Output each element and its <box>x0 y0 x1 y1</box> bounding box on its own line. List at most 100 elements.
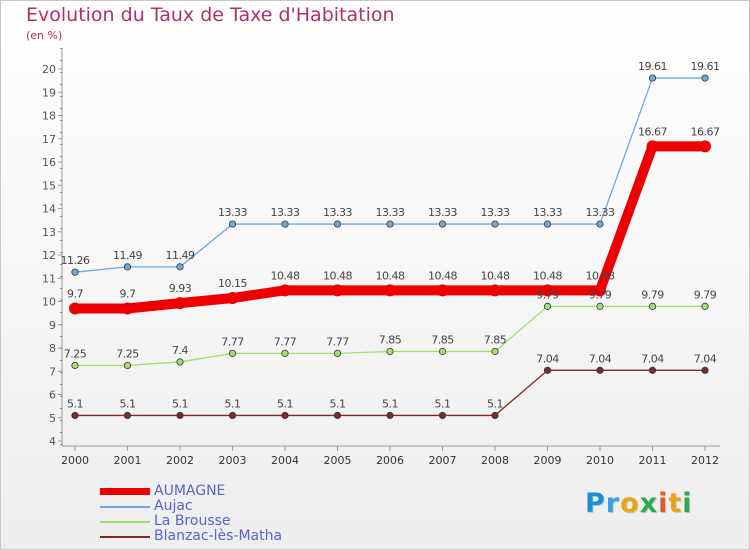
y-tick-label: 19 <box>42 86 56 99</box>
data-point-aujac <box>333 220 342 228</box>
data-point-la-brousse <box>281 349 289 357</box>
data-point-la-brousse <box>123 361 132 370</box>
data-point-blanzac-les-matha <box>701 366 709 374</box>
legend-swatch-aujac <box>100 506 150 508</box>
data-point-aujac <box>596 220 604 228</box>
proxiti-logo-letter: x <box>639 488 659 519</box>
data-point-aumagne <box>331 284 344 297</box>
x-tick-label: 2011 <box>639 454 667 467</box>
x-tick-label: 2007 <box>429 454 457 467</box>
data-point-la-brousse <box>491 347 499 356</box>
x-tick-label: 2001 <box>114 454 142 467</box>
data-point-aumagne <box>174 297 186 310</box>
legend-swatch-la-brousse <box>100 521 150 523</box>
data-point-blanzac-les-matha <box>386 411 394 420</box>
data-label-aujac: 13.33 <box>323 206 352 219</box>
data-label-blanzac-les-matha: 5.1 <box>120 397 136 410</box>
data-point-blanzac-les-matha <box>176 411 184 420</box>
data-point-blanzac-les-matha <box>228 411 237 420</box>
data-point-blanzac-les-matha <box>71 411 79 420</box>
proxiti-logo-letter: i <box>658 488 669 519</box>
data-point-la-brousse <box>648 302 657 310</box>
data-point-blanzac-les-matha <box>281 411 289 420</box>
x-tick-label: 2009 <box>534 454 562 467</box>
data-label-aumagne: 10.48 <box>376 269 405 282</box>
data-label-la-brousse: 7.25 <box>116 347 139 360</box>
data-label-aujac: 11.26 <box>61 254 90 267</box>
proxiti-logo-letter: o <box>620 488 640 519</box>
data-label-aujac: 11.49 <box>166 249 195 262</box>
y-tick-label: 14 <box>42 203 56 216</box>
y-tick-label: 11 <box>42 272 56 285</box>
data-point-aujac <box>648 74 657 82</box>
data-point-la-brousse <box>228 349 237 357</box>
data-point-blanzac-les-matha <box>596 366 604 374</box>
data-label-blanzac-les-matha: 5.1 <box>172 397 188 410</box>
data-label-aujac: 11.49 <box>113 249 142 262</box>
data-label-aumagne: 10.48 <box>533 269 562 282</box>
y-tick-label: 6 <box>49 389 56 402</box>
series-line-aujac <box>74 77 706 273</box>
data-label-aumagne: 16.67 <box>691 125 720 138</box>
x-tick-label: 2003 <box>219 454 247 467</box>
y-tick-label: 18 <box>42 110 56 123</box>
data-point-aujac <box>438 220 447 228</box>
data-point-aumagne <box>541 284 554 297</box>
data-label-la-brousse: 7.25 <box>64 347 87 360</box>
chart-title: Evolution du Taux de Taxe d'Habitation <box>26 4 395 26</box>
data-point-aumagne <box>279 284 291 297</box>
data-label-aumagne: 9.93 <box>169 282 192 295</box>
data-point-aujac <box>543 220 552 228</box>
proxiti-logo-letter: r <box>605 488 621 519</box>
data-label-blanzac-les-matha: 5.1 <box>487 397 503 410</box>
y-axis-unit-label: (en %) <box>26 29 63 42</box>
data-point-blanzac-les-matha <box>491 411 499 420</box>
data-label-aujac: 19.61 <box>638 60 667 73</box>
x-tick-label: 2004 <box>271 454 299 467</box>
data-point-aujac <box>491 220 499 228</box>
data-point-la-brousse <box>596 302 604 310</box>
x-tick-label: 2012 <box>691 454 719 467</box>
data-point-aumagne <box>436 284 449 297</box>
data-label-la-brousse: 9.79 <box>589 288 612 301</box>
data-label-aujac: 13.33 <box>481 206 510 219</box>
data-point-blanzac-les-matha <box>543 366 552 374</box>
data-label-blanzac-les-matha: 5.1 <box>67 397 83 410</box>
data-point-la-brousse <box>386 347 394 356</box>
y-tick-label: 9 <box>49 319 56 332</box>
data-label-aumagne: 10.48 <box>271 269 300 282</box>
data-point-aumagne <box>384 284 396 297</box>
data-label-aujac: 19.61 <box>691 60 720 73</box>
data-label-blanzac-les-matha: 5.1 <box>330 397 346 410</box>
y-tick-label: 10 <box>42 296 56 309</box>
data-point-blanzac-les-matha <box>648 366 657 374</box>
data-point-aumagne <box>646 140 659 153</box>
y-tick-label: 13 <box>42 226 56 239</box>
y-tick-label: 8 <box>49 342 56 355</box>
data-point-aujac <box>228 220 237 228</box>
data-point-aumagne <box>699 140 711 153</box>
data-label-blanzac-les-matha: 5.1 <box>225 397 241 410</box>
data-label-la-brousse: 7.77 <box>326 335 349 348</box>
legend-label-la-brousse: La Brousse <box>154 513 231 529</box>
y-tick-label: 16 <box>42 156 56 169</box>
data-label-aujac: 13.33 <box>218 206 247 219</box>
data-label-la-brousse: 7.77 <box>221 335 244 348</box>
data-point-la-brousse <box>543 302 552 310</box>
legend-swatch-blanzac-les-matha <box>100 536 150 538</box>
data-label-aujac: 13.33 <box>376 206 405 219</box>
data-label-la-brousse: 7.77 <box>274 335 297 348</box>
x-tick-label: 2008 <box>481 454 509 467</box>
data-label-la-brousse: 7.85 <box>379 333 402 346</box>
data-label-aumagne: 10.48 <box>323 269 352 282</box>
data-point-la-brousse <box>71 361 79 370</box>
data-point-aumagne <box>226 292 239 305</box>
data-label-la-brousse: 9.79 <box>694 288 717 301</box>
y-tick-label: 17 <box>42 133 56 146</box>
data-label-la-brousse: 9.79 <box>536 288 559 301</box>
legend-label-aujac: Aujac <box>154 498 193 514</box>
proxiti-logo: Proxiti <box>585 488 693 519</box>
data-point-la-brousse <box>438 347 447 356</box>
